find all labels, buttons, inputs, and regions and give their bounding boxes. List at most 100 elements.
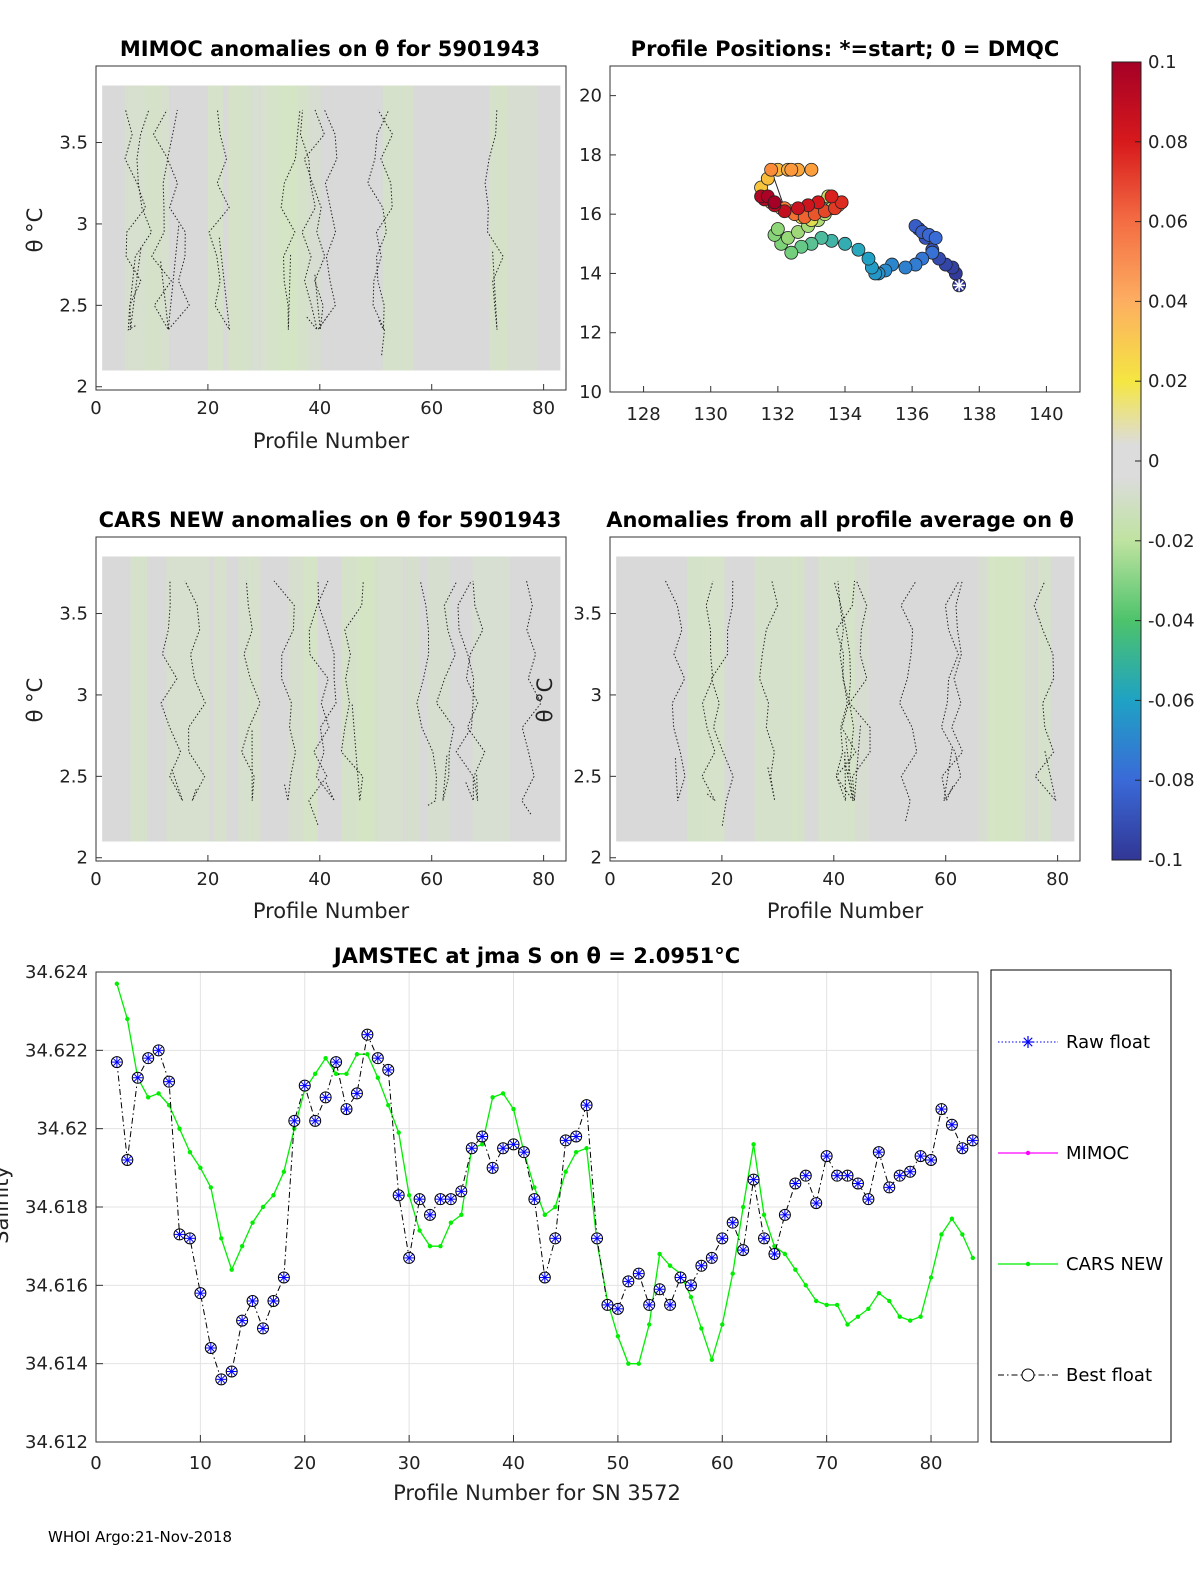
raw-float-marker <box>560 1135 571 1146</box>
raw-float-marker <box>508 1139 519 1150</box>
axes-frame <box>609 65 1081 393</box>
cars-ylabel: θ °C <box>23 678 47 723</box>
field-contour <box>167 109 190 332</box>
legend-dot <box>1025 1150 1031 1156</box>
cars-new-point <box>239 1243 245 1249</box>
legend-box <box>990 969 1172 1443</box>
raw-float-star-stroke <box>436 1195 445 1204</box>
field-anomaly-band <box>238 556 252 842</box>
raw-float-marker <box>518 1147 529 1158</box>
raw-float-star-stroke <box>363 1030 372 1039</box>
cars-new-point <box>647 1322 652 1327</box>
y-tick-label: 3.5 <box>59 133 88 154</box>
raw-float-star-stroke <box>196 1289 205 1298</box>
y-tick-label: 34.618 <box>25 1197 88 1218</box>
raw-float-star-stroke <box>916 1152 925 1160</box>
cars-new-point <box>229 1267 234 1272</box>
raw-float-star-stroke <box>749 1175 758 1184</box>
allprof-title: Anomalies from all profile average on θ <box>606 508 1074 532</box>
cars-new-point <box>928 1275 934 1280</box>
raw-float-star-stroke <box>509 1140 518 1149</box>
field-anomaly-band <box>382 85 414 371</box>
legend-item: Best float <box>998 1365 1152 1386</box>
field-anomaly-band <box>130 556 148 842</box>
raw-float-star-stroke <box>864 1195 873 1204</box>
raw-float-marker <box>111 1057 122 1068</box>
cars-new-point <box>584 1146 589 1151</box>
raw-float-marker <box>894 1170 905 1181</box>
y-tick-label: 34.62 <box>36 1119 88 1140</box>
position-point <box>834 195 849 210</box>
y-tick-label: 12 <box>579 323 602 344</box>
axes-frame <box>95 65 567 391</box>
raw-float-marker <box>654 1284 665 1295</box>
cars-new-point <box>542 1212 548 1218</box>
cars-new-point <box>114 981 120 986</box>
raw-float-marker <box>706 1252 717 1263</box>
raw-float-star-stroke <box>217 1375 226 1384</box>
y-tick-label: 34.616 <box>25 1275 88 1296</box>
mimoc-xlabel: Profile Number <box>253 429 410 453</box>
field-anomaly-band <box>303 556 318 842</box>
field-anomaly-band <box>144 85 162 371</box>
raw-float-star-stroke <box>666 1301 674 1309</box>
raw-float-star-stroke <box>948 1120 956 1129</box>
raw-float-star-stroke <box>718 1234 727 1243</box>
positions-track <box>754 162 967 293</box>
field-contour <box>372 109 394 356</box>
cars-new-point <box>949 1216 955 1221</box>
footer-text: WHOI Argo:21-Nov-2018 <box>48 1528 232 1546</box>
raw-float-marker <box>800 1170 811 1181</box>
raw-float-marker <box>779 1209 790 1220</box>
position-point <box>767 195 782 210</box>
cars-new-point <box>855 1314 861 1319</box>
allprof-axes: 0 20 40 60 80 2 2.5 3 3.5 <box>573 536 1081 890</box>
legend-circle <box>1021 1368 1035 1382</box>
raw-float-star-stroke <box>394 1191 403 1200</box>
field-contour <box>665 580 686 801</box>
y-tick-label: 34.612 <box>25 1432 88 1453</box>
raw-float-marker <box>310 1115 321 1126</box>
raw-float-marker <box>592 1233 603 1244</box>
y-tick-label: 14 <box>579 263 602 284</box>
raw-float-marker <box>675 1272 686 1283</box>
raw-float-marker <box>268 1296 279 1306</box>
allprof-xlabel: Profile Number <box>767 899 924 923</box>
axes-frame <box>609 536 1081 862</box>
raw-float-marker <box>696 1260 707 1271</box>
raw-float-star-stroke <box>551 1234 560 1243</box>
raw-float-star-stroke <box>123 1156 132 1164</box>
raw-float-star-stroke <box>499 1144 507 1153</box>
cars-new-point <box>897 1314 902 1319</box>
cars-new-point <box>688 1294 694 1300</box>
raw-float-marker <box>195 1288 206 1299</box>
raw-float-marker <box>205 1343 216 1353</box>
raw-float-star-stroke <box>895 1171 904 1180</box>
raw-float-star-stroke <box>572 1132 581 1141</box>
legend-item: Raw float <box>998 1032 1150 1053</box>
raw-float-star-stroke <box>227 1367 236 1376</box>
raw-float-marker <box>132 1072 143 1083</box>
raw-float-marker <box>717 1233 728 1244</box>
cars-new-point <box>490 1095 495 1100</box>
cars-new-point <box>417 1228 422 1233</box>
colorbar-tick-label: -0.04 <box>1148 611 1195 632</box>
raw-float-marker <box>477 1131 488 1142</box>
raw-float-star-stroke <box>760 1234 768 1243</box>
raw-float-star-stroke <box>154 1046 163 1055</box>
field-contour <box>340 580 364 801</box>
raw-float-star-stroke <box>540 1273 549 1282</box>
cars-title: CARS NEW anomalies on θ for 5901943 <box>99 508 562 532</box>
position-point <box>791 225 805 239</box>
position-point <box>777 204 792 219</box>
cars-new-point <box>814 1298 819 1304</box>
raw-float-marker <box>247 1296 258 1306</box>
field-anomaly-band <box>977 556 1019 842</box>
colorbar-tick-label: -0.08 <box>1148 770 1195 791</box>
cars-xlabel: Profile Number <box>253 899 410 923</box>
cars-new-point <box>866 1306 871 1312</box>
field-contour <box>308 580 330 825</box>
field-anomaly-band <box>358 556 404 842</box>
y-tick-label: 34.622 <box>25 1040 88 1061</box>
field-anomaly-band <box>818 556 856 842</box>
